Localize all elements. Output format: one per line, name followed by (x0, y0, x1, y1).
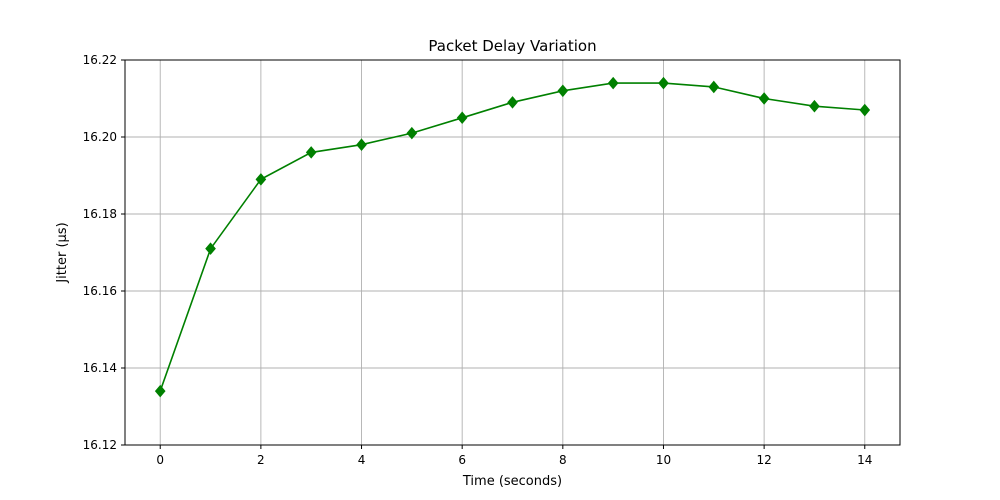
x-tick-label: 4 (358, 453, 366, 467)
x-axis-label: Time (seconds) (462, 474, 562, 489)
chart-title: Packet Delay Variation (428, 37, 596, 55)
x-tick-label: 0 (156, 453, 164, 467)
x-tick-label: 14 (857, 453, 872, 467)
y-tick-label: 16.14 (83, 361, 117, 375)
x-tick-label: 6 (458, 453, 466, 467)
y-tick-label: 16.18 (83, 207, 117, 221)
data-point-diamond (456, 111, 468, 125)
data-point-diamond (658, 76, 669, 90)
grid (125, 59, 900, 446)
data-point-diamond (607, 76, 619, 90)
data-point-diamond (205, 242, 216, 255)
y-axis-label: Jitter (µs) (55, 222, 70, 283)
y-tick-label: 16.16 (83, 284, 117, 298)
data-point-diamond (809, 99, 820, 113)
data-point-diamond (708, 80, 720, 94)
data-point-diamond (154, 384, 166, 398)
data-point-diamond (356, 138, 367, 151)
x-tick-label: 2 (257, 453, 265, 467)
x-tick-label: 8 (559, 453, 567, 467)
y-tick-label: 16.22 (83, 53, 117, 67)
y-tick-label: 16.12 (83, 438, 117, 452)
y-tick-label: 16.20 (83, 130, 117, 144)
x-axis-ticks: 0 2 4 6 8 10 12 14 (156, 445, 872, 467)
data-point-diamond (255, 173, 267, 186)
data-point-diamond (507, 96, 518, 109)
data-point-diamond (406, 126, 418, 140)
y-axis-ticks: 16.12 16.14 16.16 16.18 16.20 16.22 (83, 53, 125, 452)
data-point-diamond (305, 146, 317, 159)
x-tick-label: 12 (756, 453, 771, 467)
data-point-diamond (758, 92, 770, 105)
series-layer (154, 76, 871, 398)
data-point-diamond (859, 103, 871, 117)
data-point-diamond (557, 84, 569, 98)
series-line (159, 82, 865, 392)
plot-frame (124, 59, 901, 446)
x-tick-label: 10 (656, 453, 671, 467)
